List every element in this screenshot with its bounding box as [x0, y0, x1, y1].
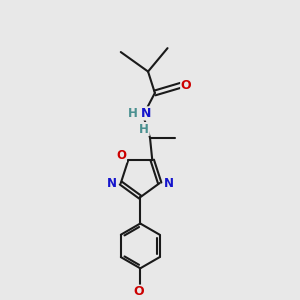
Text: N: N: [107, 177, 117, 190]
Text: O: O: [181, 79, 191, 92]
Text: H: H: [128, 107, 137, 120]
Text: H: H: [139, 122, 149, 136]
Text: O: O: [133, 285, 144, 298]
Text: O: O: [116, 149, 126, 162]
Text: N: N: [164, 177, 173, 190]
Text: N: N: [141, 107, 151, 120]
